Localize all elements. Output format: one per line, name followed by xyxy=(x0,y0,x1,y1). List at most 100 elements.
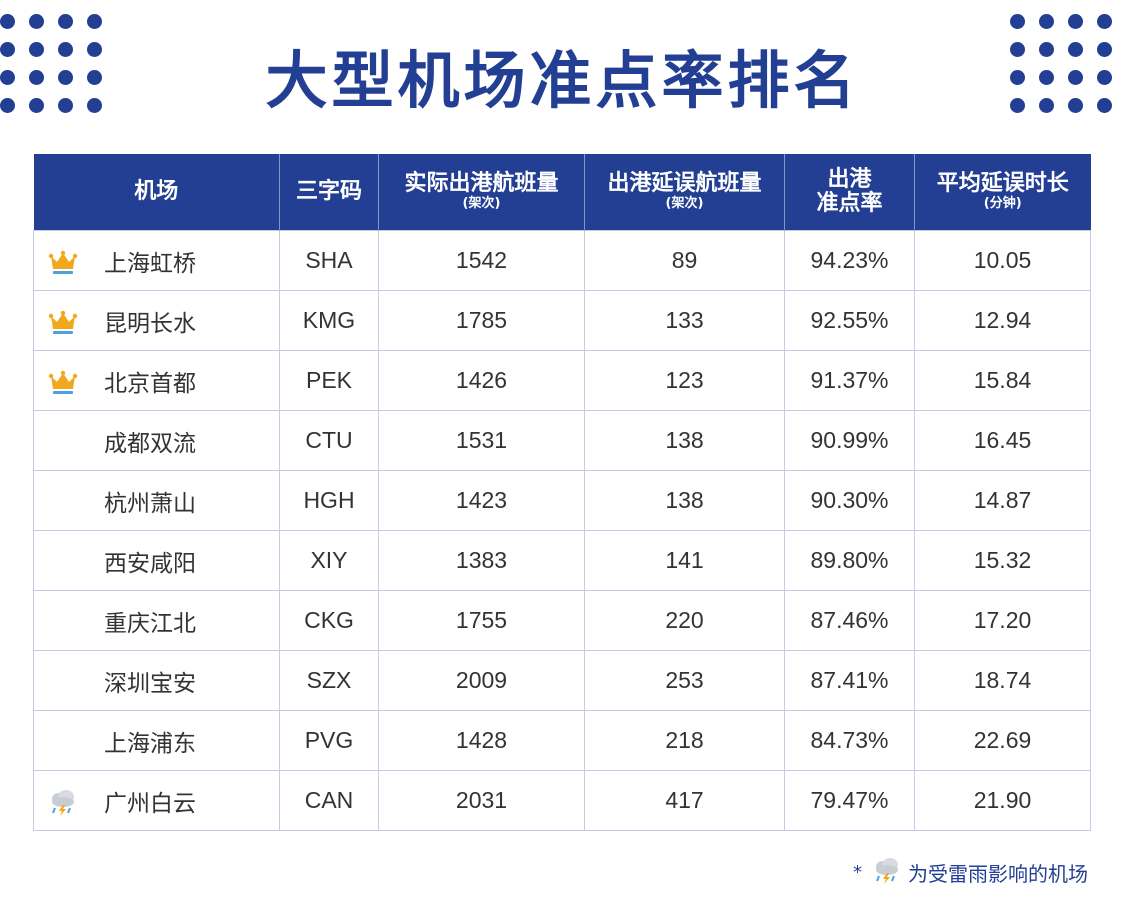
table-row: 昆明长水 KMG 1785 133 92.55% 12.94 xyxy=(33,290,1091,351)
cell-code: SHA xyxy=(279,230,379,291)
decor-dot xyxy=(29,70,44,85)
decor-dot xyxy=(1010,14,1025,29)
decor-dot xyxy=(1010,42,1025,57)
cell-departures: 1383 xyxy=(378,530,585,591)
decor-dot xyxy=(1068,70,1083,85)
column-header-unit: (分钟) xyxy=(983,196,1022,212)
decor-dot xyxy=(87,70,102,85)
decor-dot xyxy=(58,70,73,85)
cell-name: 深圳宝安 xyxy=(33,650,280,711)
thunderstorm-icon xyxy=(876,858,898,884)
decorative-dots-left xyxy=(0,14,103,113)
cell-avg-delay: 14.87 xyxy=(914,470,1091,531)
airport-ranking-table: 机场 三字码 实际出港航班量 (架次) 出港延误航班量 (架次) 出港 准点率 平均延误时长 (分… xyxy=(33,154,1091,831)
decor-dot xyxy=(1097,42,1112,57)
cell-avg-delay: 16.45 xyxy=(914,410,1091,471)
decor-dot xyxy=(0,42,15,57)
column-header-label: 三字码 xyxy=(295,178,362,204)
cell-name: 昆明长水 xyxy=(33,290,280,351)
column-header: 三字码 xyxy=(279,154,379,231)
airport-name: 深圳宝安 xyxy=(104,670,196,697)
crown-icon xyxy=(48,250,78,274)
column-header: 出港延误航班量 (架次) xyxy=(584,154,785,231)
table-row: 上海虹桥 SHA 1542 89 94.23% 10.05 xyxy=(33,230,1091,291)
footnote: * 为受雷雨影响的机场 xyxy=(853,856,1088,889)
cell-code: CAN xyxy=(279,770,379,831)
cell-name: 北京首都 xyxy=(33,350,280,411)
airport-name: 成都双流 xyxy=(104,430,196,457)
cell-name: 重庆江北 xyxy=(33,590,280,651)
airport-name: 广州白云 xyxy=(104,790,196,817)
decor-dot xyxy=(1010,98,1025,113)
cell-departures: 2009 xyxy=(378,650,585,711)
column-header: 机场 xyxy=(33,154,280,231)
column-header-label: 准点率 xyxy=(816,191,883,216)
decor-dot xyxy=(1068,14,1083,29)
cell-avg-delay: 22.69 xyxy=(914,710,1091,771)
cell-ontime: 94.23% xyxy=(784,230,915,291)
decor-dot xyxy=(1039,70,1054,85)
cell-avg-delay: 18.74 xyxy=(914,650,1091,711)
cell-name: 上海浦东 xyxy=(33,710,280,771)
column-header-unit: (架次) xyxy=(462,196,501,212)
cell-avg-delay: 17.20 xyxy=(914,590,1091,651)
cell-delayed: 133 xyxy=(584,290,785,351)
column-header: 出港 准点率 xyxy=(784,154,915,231)
column-header-label: 实际出港航班量 xyxy=(404,171,559,197)
decor-dot xyxy=(29,42,44,57)
cell-departures: 1531 xyxy=(378,410,585,471)
decor-dot xyxy=(0,98,15,113)
cell-delayed: 138 xyxy=(584,470,785,531)
column-header-label: 出港 xyxy=(827,166,872,192)
decor-dot xyxy=(0,70,15,85)
column-header: 平均延误时长 (分钟) xyxy=(914,154,1091,231)
cell-avg-delay: 21.90 xyxy=(914,770,1091,831)
cell-name: 杭州萧山 xyxy=(33,470,280,531)
table-row: 重庆江北 CKG 1755 220 87.46% 17.20 xyxy=(33,590,1091,651)
cell-code: SZX xyxy=(279,650,379,711)
table-header-row: 机场 三字码 实际出港航班量 (架次) 出港延误航班量 (架次) 出港 准点率 平均延误时长 (分… xyxy=(33,154,1091,231)
cell-ontime: 79.47% xyxy=(784,770,915,831)
cell-ontime: 87.41% xyxy=(784,650,915,711)
decor-dot xyxy=(29,14,44,29)
cell-departures: 1423 xyxy=(378,470,585,531)
airport-name: 北京首都 xyxy=(104,370,196,397)
cell-code: KMG xyxy=(279,290,379,351)
cell-delayed: 138 xyxy=(584,410,785,471)
cell-code: CTU xyxy=(279,410,379,471)
table-body: 上海虹桥 SHA 1542 89 94.23% 10.05 昆明长水 KMG 1785 133 92… xyxy=(33,230,1091,831)
decor-dot xyxy=(0,14,15,29)
decorative-dots-right xyxy=(1010,14,1113,113)
decor-dot xyxy=(1097,98,1112,113)
decor-dot xyxy=(87,98,102,113)
cell-departures: 1428 xyxy=(378,710,585,771)
cell-delayed: 220 xyxy=(584,590,785,651)
cell-ontime: 84.73% xyxy=(784,710,915,771)
decor-dot xyxy=(1039,42,1054,57)
thunderstorm-icon xyxy=(52,790,74,816)
column-header: 实际出港航班量 (架次) xyxy=(378,154,585,231)
airport-name: 西安咸阳 xyxy=(104,550,196,577)
cell-departures: 1426 xyxy=(378,350,585,411)
decor-dot xyxy=(58,14,73,29)
cell-code: XIY xyxy=(279,530,379,591)
cell-code: PEK xyxy=(279,350,379,411)
cell-departures: 1755 xyxy=(378,590,585,651)
cell-avg-delay: 15.32 xyxy=(914,530,1091,591)
cell-ontime: 91.37% xyxy=(784,350,915,411)
cell-ontime: 89.80% xyxy=(784,530,915,591)
crown-icon xyxy=(48,370,78,394)
table-row: 上海浦东 PVG 1428 218 84.73% 22.69 xyxy=(33,710,1091,771)
decor-dot xyxy=(58,98,73,113)
cell-delayed: 253 xyxy=(584,650,785,711)
airport-name: 上海浦东 xyxy=(104,730,196,757)
cell-avg-delay: 12.94 xyxy=(914,290,1091,351)
cell-ontime: 87.46% xyxy=(784,590,915,651)
cell-name: 上海虹桥 xyxy=(33,230,280,291)
cell-departures: 1785 xyxy=(378,290,585,351)
airport-name: 重庆江北 xyxy=(104,610,196,637)
column-header-label: 出港延误航班量 xyxy=(607,171,762,197)
cell-delayed: 141 xyxy=(584,530,785,591)
decor-dot xyxy=(87,42,102,57)
cell-ontime: 90.30% xyxy=(784,470,915,531)
